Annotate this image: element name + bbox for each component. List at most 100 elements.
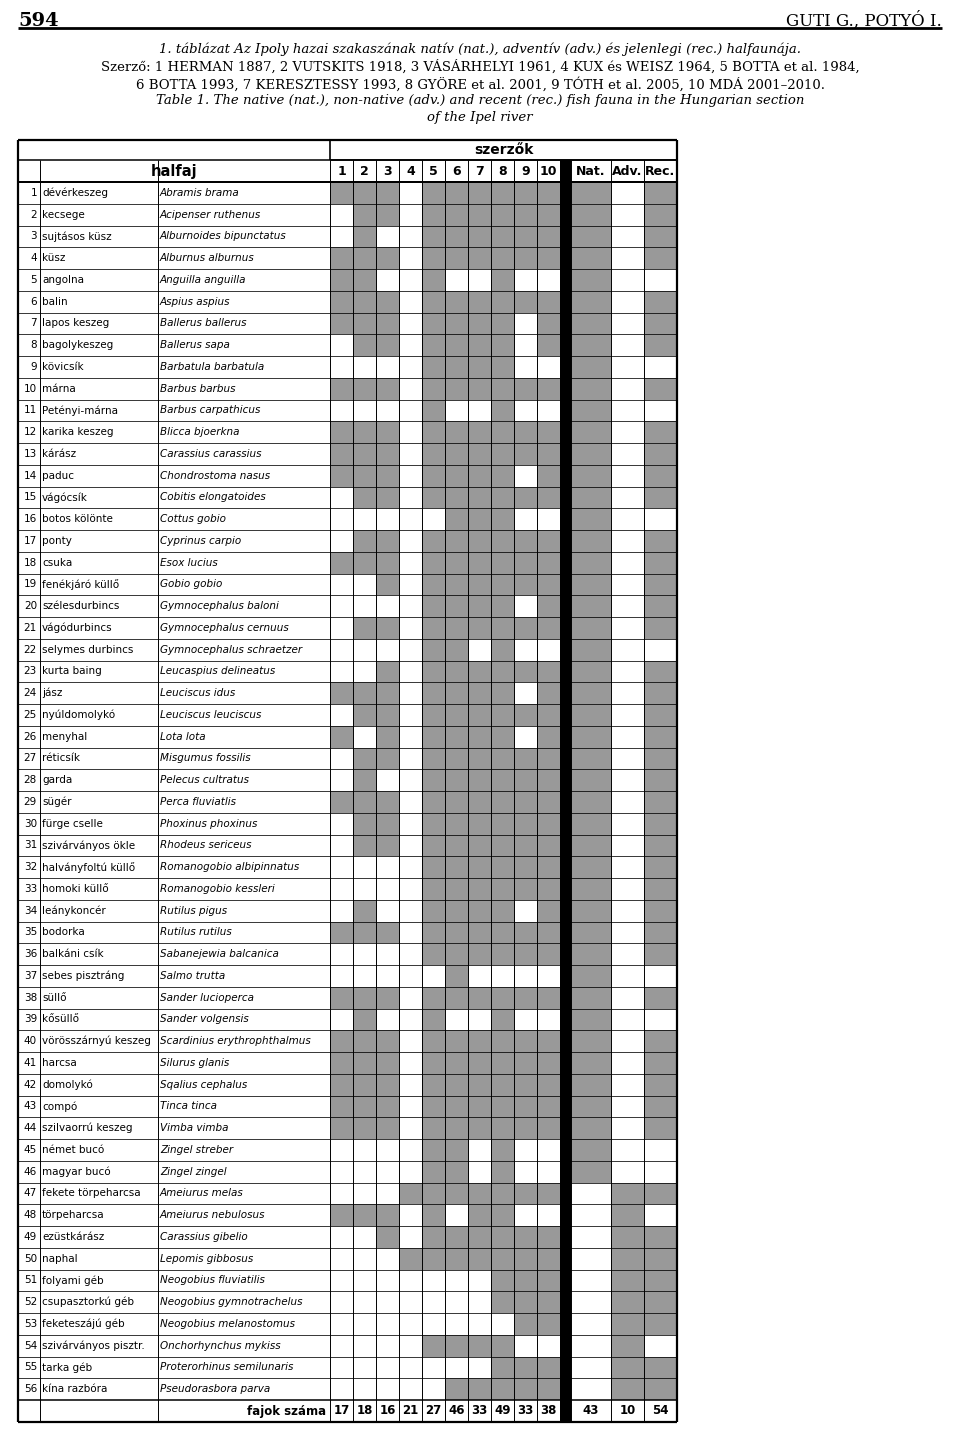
Bar <box>611 357 644 378</box>
Bar <box>422 226 445 248</box>
Bar <box>40 1314 158 1335</box>
Bar <box>18 966 40 987</box>
Bar <box>158 1205 330 1227</box>
Bar <box>644 1248 677 1270</box>
Bar <box>422 1074 445 1096</box>
Bar <box>445 1096 468 1118</box>
Bar <box>491 422 514 444</box>
Bar <box>353 900 376 922</box>
Bar <box>399 596 422 618</box>
Bar <box>468 792 491 813</box>
Bar <box>571 1227 611 1248</box>
Bar <box>514 378 537 400</box>
Bar <box>18 748 40 770</box>
Bar <box>399 1292 422 1314</box>
Bar <box>158 335 330 357</box>
Text: 23: 23 <box>24 667 37 676</box>
Bar <box>330 552 353 574</box>
Bar <box>560 400 571 422</box>
Bar <box>18 1314 40 1335</box>
Text: Ameiurus nebulosus: Ameiurus nebulosus <box>160 1211 266 1219</box>
Bar <box>491 1118 514 1140</box>
Bar <box>330 1401 353 1422</box>
Text: sebes pisztráng: sebes pisztráng <box>42 970 125 982</box>
Bar <box>445 552 468 574</box>
Text: bagolykeszeg: bagolykeszeg <box>42 341 113 349</box>
Bar <box>422 531 445 552</box>
Bar <box>644 705 677 726</box>
Bar <box>491 183 514 204</box>
Bar <box>158 1161 330 1183</box>
Bar <box>376 509 399 531</box>
Text: Gymnocephalus cernuus: Gymnocephalus cernuus <box>160 624 289 632</box>
Text: csuka: csuka <box>42 558 72 567</box>
Bar <box>560 574 571 596</box>
Bar <box>40 944 158 966</box>
Bar <box>445 226 468 248</box>
Bar <box>399 661 422 683</box>
Bar <box>571 922 611 944</box>
Bar <box>611 313 644 335</box>
Bar <box>514 661 537 683</box>
Bar <box>376 683 399 705</box>
Bar <box>158 1074 330 1096</box>
Bar <box>422 1183 445 1205</box>
Bar <box>491 226 514 248</box>
Bar <box>611 160 644 183</box>
Bar <box>560 618 571 639</box>
Bar <box>40 726 158 748</box>
Bar <box>445 1248 468 1270</box>
Text: 27: 27 <box>24 754 37 763</box>
Bar <box>560 661 571 683</box>
Bar <box>537 531 560 552</box>
Text: 6: 6 <box>31 297 37 306</box>
Text: 1: 1 <box>31 188 37 197</box>
Text: Adv.: Adv. <box>612 164 642 177</box>
Bar <box>330 857 353 879</box>
Bar <box>537 335 560 357</box>
Bar <box>445 400 468 422</box>
Bar <box>422 1053 445 1074</box>
Bar <box>18 1074 40 1096</box>
Bar <box>468 661 491 683</box>
Bar <box>158 487 330 509</box>
Bar <box>468 835 491 857</box>
Text: Ballerus ballerus: Ballerus ballerus <box>160 319 247 328</box>
Bar <box>40 922 158 944</box>
Bar <box>491 1335 514 1357</box>
Bar <box>158 1118 330 1140</box>
Text: 24: 24 <box>24 689 37 697</box>
Bar <box>18 531 40 552</box>
Bar <box>445 204 468 226</box>
Bar <box>376 1314 399 1335</box>
Text: balin: balin <box>42 297 67 306</box>
Bar <box>399 552 422 574</box>
Bar <box>353 705 376 726</box>
Bar <box>468 1357 491 1379</box>
Bar <box>611 1248 644 1270</box>
Bar <box>644 770 677 792</box>
Bar <box>353 1031 376 1053</box>
Text: 11: 11 <box>24 406 37 415</box>
Bar <box>514 1379 537 1401</box>
Bar <box>514 726 537 748</box>
Text: Neogobius fluviatilis: Neogobius fluviatilis <box>160 1276 265 1285</box>
Bar <box>468 857 491 879</box>
Bar <box>644 792 677 813</box>
Bar <box>330 705 353 726</box>
Bar <box>40 531 158 552</box>
Text: Aspius aspius: Aspius aspius <box>160 297 230 306</box>
Bar <box>399 422 422 444</box>
Bar <box>644 313 677 335</box>
Bar <box>40 1161 158 1183</box>
Bar <box>514 1314 537 1335</box>
Bar <box>376 792 399 813</box>
Bar <box>399 1335 422 1357</box>
Bar <box>571 1161 611 1183</box>
Bar <box>468 313 491 335</box>
Bar <box>560 1205 571 1227</box>
Text: 34: 34 <box>24 906 37 915</box>
Bar <box>330 378 353 400</box>
Bar <box>422 944 445 966</box>
Bar <box>468 1183 491 1205</box>
